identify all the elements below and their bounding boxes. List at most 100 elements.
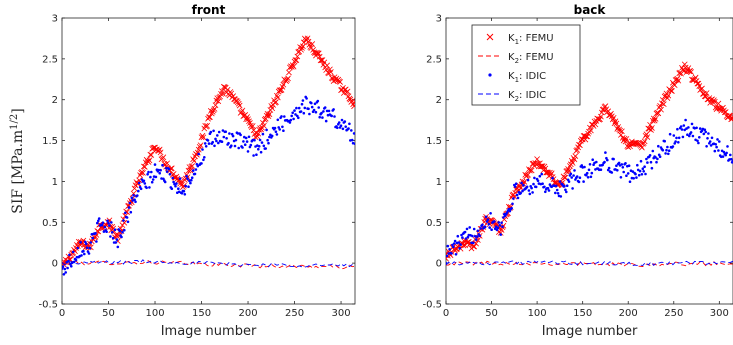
data-point (80, 254, 83, 257)
data-point (337, 79, 343, 85)
data-point (164, 167, 168, 170)
data-point (471, 243, 478, 250)
data-point (340, 118, 344, 122)
data-point (650, 166, 654, 170)
data-point (318, 57, 325, 64)
data-point (217, 141, 220, 145)
data-point (282, 129, 285, 132)
data-point (510, 206, 513, 210)
data-point (603, 160, 606, 164)
data-point (631, 170, 635, 173)
data-point (645, 157, 648, 161)
data-point (697, 141, 700, 145)
data-point (148, 186, 151, 189)
data-point (637, 173, 641, 177)
data-point (289, 118, 293, 122)
data-point (578, 176, 582, 179)
x-tick-label: 150 (573, 308, 592, 319)
data-point (564, 167, 571, 174)
data-point (327, 109, 331, 113)
data-point (724, 153, 727, 157)
data-point (236, 102, 243, 109)
data-point (448, 248, 451, 251)
data-point (322, 110, 325, 113)
data-point (118, 229, 121, 233)
data-point (129, 210, 133, 214)
x-tick-label: 300 (332, 308, 351, 319)
data-point (324, 119, 328, 123)
data-point (616, 169, 619, 172)
data-point (665, 148, 668, 152)
data-point (76, 246, 80, 250)
data-point (220, 140, 224, 143)
data-point (570, 176, 573, 179)
data-point (476, 229, 480, 233)
data-point (317, 57, 324, 64)
data-point (215, 98, 222, 105)
data-point (85, 246, 89, 249)
data-point (500, 221, 503, 224)
data-point (528, 167, 535, 174)
data-point (456, 234, 460, 238)
data-point (652, 115, 659, 122)
series-K2: FEMU (446, 260, 733, 267)
data-point (214, 137, 217, 141)
series-K1: IDIC (62, 95, 355, 276)
y-tick-label: 1 (52, 177, 58, 188)
data-point (261, 132, 265, 136)
data-point (674, 75, 681, 82)
data-point (115, 238, 119, 241)
data-point (487, 222, 491, 226)
data-point (213, 144, 216, 148)
data-point (695, 126, 698, 130)
data-point (191, 169, 195, 172)
data-point (468, 226, 472, 229)
x-tick-label: 100 (528, 308, 547, 319)
data-point (465, 227, 469, 231)
data-point (97, 219, 100, 223)
data-point (189, 181, 192, 185)
data-point (618, 128, 625, 135)
data-point (707, 132, 710, 135)
data-point (623, 136, 630, 142)
data-point (237, 146, 240, 150)
data-point (313, 102, 317, 106)
data-point (722, 150, 726, 154)
data-point (527, 189, 531, 192)
data-point (692, 74, 699, 81)
data-point (698, 127, 702, 130)
data-point (582, 180, 585, 183)
data-point (292, 117, 295, 121)
data-point (656, 157, 659, 161)
data-point (70, 265, 73, 268)
data-point (200, 134, 207, 141)
data-point (253, 138, 256, 142)
data-point (486, 218, 490, 221)
data-point (577, 142, 583, 149)
data-point (191, 158, 197, 164)
data-point (303, 106, 307, 110)
x-tick-label: 250 (285, 308, 304, 319)
data-point (302, 111, 306, 115)
data-point (211, 140, 214, 144)
data-point (681, 135, 685, 139)
data-point (691, 134, 695, 138)
data-point (269, 105, 276, 112)
data-point (122, 219, 125, 222)
data-point (207, 142, 211, 145)
data-point (100, 223, 104, 227)
data-point (558, 180, 562, 183)
data-point (520, 181, 523, 185)
data-point (110, 221, 113, 224)
data-point (657, 144, 660, 148)
data-point (257, 147, 260, 151)
data-point (699, 85, 705, 92)
data-point (174, 184, 177, 188)
data-layer (62, 35, 355, 276)
data-point (172, 180, 175, 184)
data-point (265, 128, 268, 132)
data-point (353, 142, 355, 145)
data-point (705, 145, 708, 148)
data-point (316, 99, 320, 103)
data-point (253, 130, 260, 136)
